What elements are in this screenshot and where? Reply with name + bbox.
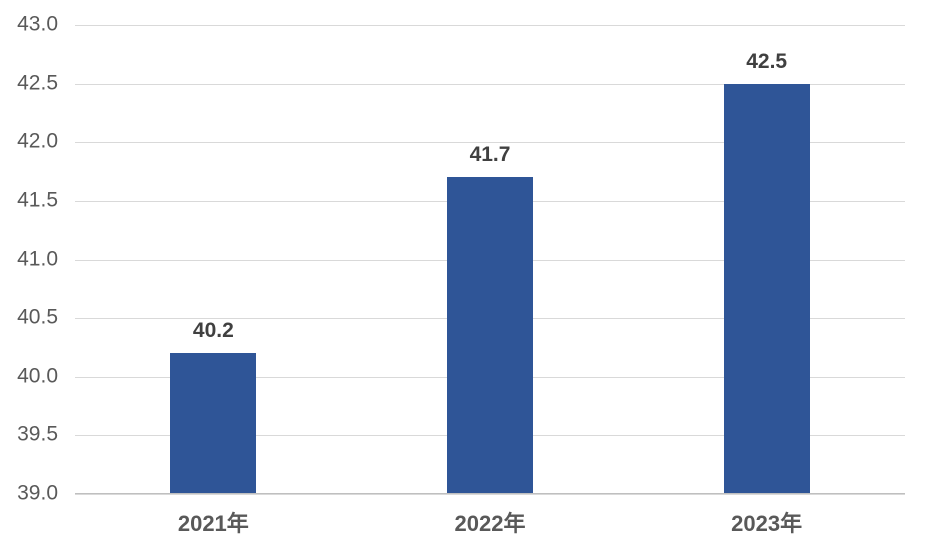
gridline [75, 494, 905, 495]
gridline [75, 25, 905, 26]
x-axis-tick-label: 2022年 [454, 511, 526, 536]
y-axis-tick-label: 41.5 [17, 188, 58, 212]
gridline [75, 83, 905, 85]
data-label: 40.2 [192, 319, 234, 343]
y-axis-tick-label: 42.0 [17, 129, 58, 153]
gridline [75, 142, 905, 144]
bar-2021年 [170, 353, 257, 494]
data-label: 42.5 [746, 49, 788, 73]
y-axis-tick-label: 39.0 [17, 481, 58, 505]
y-axis-tick-label: 41.0 [17, 247, 58, 271]
y-axis-tick-label: 42.5 [17, 71, 58, 95]
x-axis-tick-label: 2023年 [731, 511, 803, 536]
y-axis-tick-label: 39.5 [17, 422, 58, 446]
y-axis-tick-label: 40.5 [17, 305, 58, 329]
y-axis-tick-label: 40.0 [17, 364, 58, 388]
x-axis-line [75, 493, 905, 494]
y-axis-tick-label: 43.0 [17, 12, 58, 36]
data-label: 41.7 [469, 143, 511, 167]
bar-2022年 [447, 177, 533, 494]
bar-2023年 [723, 83, 810, 494]
plot-area: 40.2 41.7 42.5 [75, 25, 905, 495]
x-axis-tick-label: 2021年 [177, 511, 249, 536]
